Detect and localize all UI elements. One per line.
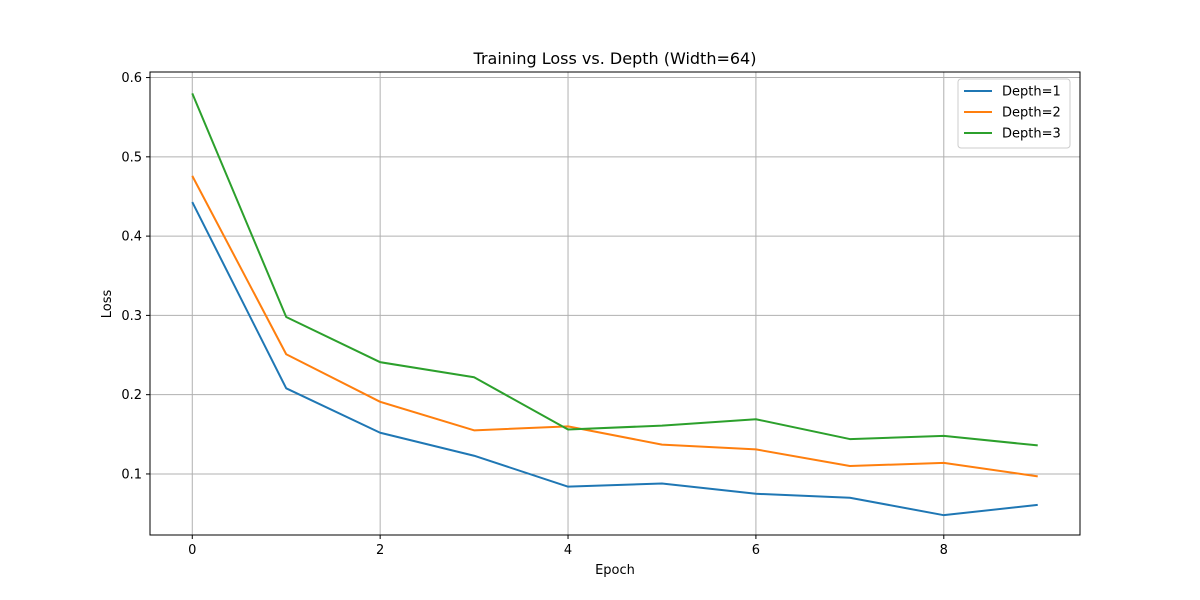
x-axis-label: Epoch xyxy=(595,563,635,578)
series-lines xyxy=(191,93,1038,517)
x-tick-label: 2 xyxy=(376,543,384,558)
plot-frame xyxy=(149,71,1081,536)
y-tick-label: 0.5 xyxy=(121,150,142,165)
x-tick-label: 8 xyxy=(940,543,948,558)
y-tick-label: 0.6 xyxy=(121,71,142,86)
legend: Depth=1 Depth=2 Depth=3 xyxy=(957,78,1071,149)
legend-label: Depth=1 xyxy=(1002,85,1061,100)
y-tick-label: 0.4 xyxy=(121,230,142,245)
y-tick-label: 0.1 xyxy=(121,467,142,482)
axis-ticks: 0 2 4 6 8 0.1 0.2 0.3 0.4 0.5 0.6 xyxy=(121,71,948,558)
chart-title: Training Loss vs. Depth (Width=64) xyxy=(473,49,757,68)
y-axis-label: Loss xyxy=(100,290,115,319)
grid xyxy=(150,72,1080,535)
series-line-depth-1 xyxy=(191,201,1038,517)
x-tick-label: 6 xyxy=(752,543,760,558)
legend-box xyxy=(957,78,1071,149)
y-tick-label: 0.3 xyxy=(121,309,142,324)
x-tick-label: 0 xyxy=(188,543,196,558)
x-tick-label: 4 xyxy=(564,543,572,558)
series-line-depth-2 xyxy=(191,175,1038,478)
legend-label: Depth=2 xyxy=(1002,106,1061,121)
y-tick-label: 0.2 xyxy=(121,388,142,403)
series-line-depth-3 xyxy=(191,93,1038,447)
legend-label: Depth=3 xyxy=(1002,127,1061,142)
